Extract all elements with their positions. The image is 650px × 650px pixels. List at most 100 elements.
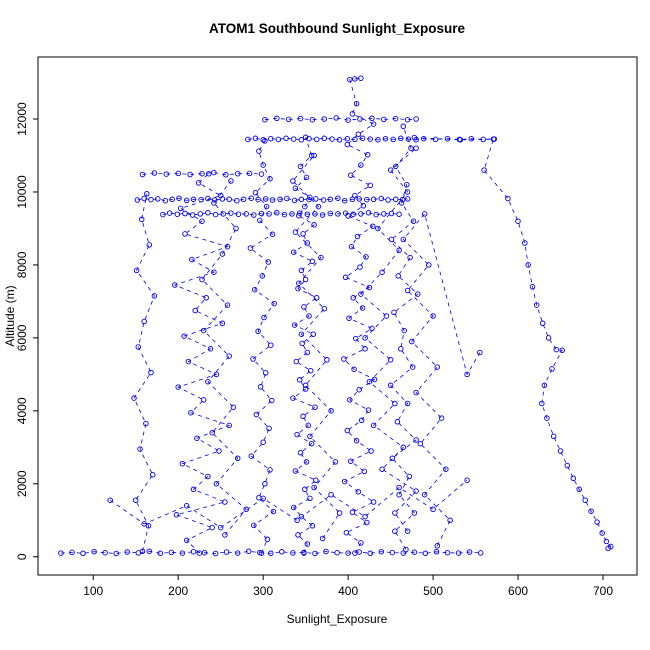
data-point-circle <box>258 210 265 217</box>
data-point-circle <box>303 174 310 181</box>
data-point-circle <box>251 522 257 529</box>
data-point-circle <box>529 284 536 290</box>
data-point-circle <box>199 218 205 224</box>
data-point-circle <box>362 513 368 520</box>
data-point-circle <box>387 357 394 363</box>
data-point-circle <box>234 455 241 462</box>
data-point-circle <box>369 325 375 332</box>
data-point-circle <box>253 411 260 418</box>
data-point-circle <box>367 182 373 189</box>
data-point-circle <box>255 196 261 203</box>
data-point-circle <box>464 371 470 378</box>
data-point-circle <box>255 328 261 335</box>
data-point-circle <box>262 196 269 202</box>
data-point-circle <box>315 203 322 210</box>
data-point-circle <box>307 495 313 502</box>
data-point-circle <box>217 524 224 531</box>
data-point-circle <box>358 291 364 297</box>
data-point-circle <box>434 543 441 549</box>
data-point-circle <box>211 269 217 275</box>
data-point-circle <box>433 549 440 555</box>
data-point-circle <box>183 197 190 204</box>
data-point-circle <box>251 286 258 293</box>
series-wander-4 <box>290 152 343 542</box>
data-point-circle <box>353 100 360 107</box>
data-point-circle <box>168 549 175 556</box>
data-point-circle <box>290 249 297 255</box>
data-point-circle <box>148 369 154 376</box>
data-point-circle <box>304 349 311 356</box>
data-point-circle <box>545 335 552 341</box>
data-point-circle <box>177 205 184 212</box>
y-axis-label: Altitude (m) <box>3 285 17 346</box>
axes: 100 200 300 400 500 600 700 0 2000 4000 6000 8000 10… <box>15 56 638 598</box>
data-point-circle <box>141 195 147 202</box>
data-point-circle <box>409 364 416 370</box>
data-point-circle <box>205 473 211 480</box>
data-point-circle <box>262 370 269 376</box>
data-point-circle <box>392 163 399 170</box>
data-point-circle <box>199 276 205 283</box>
data-point-circle <box>256 494 262 501</box>
data-point-circle <box>205 378 211 385</box>
data-point-circle <box>284 195 290 202</box>
data-point-circle <box>387 382 394 389</box>
x-tick-label: 300 <box>253 584 273 598</box>
data-point-circle <box>298 513 305 520</box>
data-point-circle <box>179 550 186 556</box>
data-point-circle <box>174 211 181 217</box>
data-point-circle <box>248 453 255 459</box>
data-point-circle <box>407 254 413 261</box>
data-point-circle <box>490 136 497 142</box>
data-point-circle <box>266 425 272 432</box>
data-point-circle <box>209 429 215 436</box>
data-point-circle <box>190 486 197 493</box>
data-point-circle <box>212 550 219 557</box>
series-level-leg-9800 <box>134 195 411 204</box>
data-point-circle <box>354 233 361 240</box>
data-point-circle <box>182 210 188 217</box>
data-point-circle <box>421 211 428 217</box>
data-point-circle <box>169 196 175 203</box>
data-point-circle <box>366 378 373 385</box>
data-point-circle <box>364 519 370 526</box>
data-point-circle <box>336 510 343 516</box>
data-point-circle <box>296 280 302 286</box>
data-point-circle <box>302 134 309 141</box>
data-point-circle <box>404 196 411 202</box>
data-point-circle <box>362 346 368 352</box>
y-tick-label: 8000 <box>15 251 29 278</box>
data-point-circle <box>365 210 372 216</box>
data-point-circle <box>248 195 255 201</box>
data-point-circle <box>209 524 215 531</box>
series-level-leg-10500 <box>139 169 265 178</box>
data-point-circle <box>413 145 419 151</box>
data-point-circle <box>415 291 421 297</box>
data-point-circle <box>443 466 449 472</box>
data-point-circle <box>289 211 295 217</box>
data-point-circle <box>299 340 305 347</box>
data-point-circle <box>220 211 226 217</box>
data-point-circle <box>139 171 146 178</box>
data-point-circle <box>364 152 371 158</box>
data-point-circle <box>304 211 311 217</box>
data-point-circle <box>355 131 362 138</box>
data-point-circle <box>349 111 356 117</box>
data-point-circle <box>252 189 259 196</box>
data-point-circle <box>329 136 335 142</box>
data-point-circle <box>323 548 329 555</box>
data-point-circle <box>422 550 429 557</box>
data-point-circle <box>279 549 285 555</box>
data-point-circle <box>410 218 417 224</box>
data-point-circle <box>257 384 264 390</box>
data-point-circle <box>549 366 555 372</box>
data-point-circle <box>350 295 356 301</box>
data-point-circle <box>426 262 432 268</box>
series-profile-350 <box>290 134 320 556</box>
data-point-circle <box>404 189 411 195</box>
data-point-circle <box>334 549 340 556</box>
data-point-circle <box>143 420 149 427</box>
data-point-circle <box>230 404 237 410</box>
data-point-circle <box>396 247 402 254</box>
data-point-circle <box>335 195 341 201</box>
